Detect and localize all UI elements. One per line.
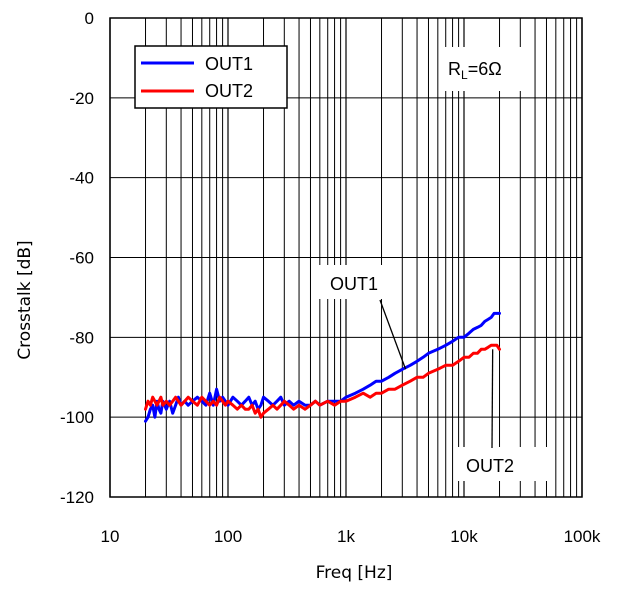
condition-label: RL=6Ω (440, 47, 526, 91)
x-axis-title: Freq [Hz] (316, 563, 393, 583)
legend-label-out2: OUT2 (205, 81, 253, 101)
y-tick-label: -80 (69, 328, 94, 347)
y-tick-label: -40 (69, 169, 94, 188)
condition-sub: L (461, 68, 468, 82)
y-tick-label: -100 (60, 408, 94, 427)
annotation-out2: OUT2 (458, 349, 550, 481)
y-tick-label: -20 (69, 89, 94, 108)
plot-frame (109, 17, 583, 498)
tick-labels: 10 100 1k 10k 100k 0 -20 -40 -60 -80 -100 -120 (60, 9, 601, 546)
y-tick-label: 0 (85, 9, 94, 28)
annotation-out2-leader (491, 349, 494, 449)
y-tick-label: -120 (60, 488, 94, 507)
x-tick-label: 10k (450, 527, 478, 546)
series-layer (144, 311, 501, 423)
y-tick-label: -60 (69, 249, 94, 268)
x-tick-label: 100 (214, 527, 242, 546)
annotation-out1-box (318, 265, 390, 299)
legend: OUT1 OUT2 (134, 45, 288, 109)
legend-label-out1: OUT1 (205, 54, 253, 74)
annotation-out1-label: OUT1 (330, 274, 378, 294)
annotation-out2-label: OUT2 (466, 456, 514, 476)
x-tick-label: 1k (337, 527, 355, 546)
x-tick-label: 100k (564, 527, 601, 546)
legend-box (134, 45, 288, 109)
annotation-out1-leader (379, 299, 407, 370)
condition-rest: =6Ω (468, 59, 502, 79)
condition-box (440, 47, 526, 91)
annotation-out1: OUT1 (318, 265, 407, 370)
annotation-out2-box (458, 447, 550, 481)
series-line-out2 (144, 343, 501, 419)
condition-main: R (448, 59, 461, 79)
y-axis-title: Crosstalk [dB] (15, 240, 35, 359)
x-tick-label: 10 (101, 527, 120, 546)
condition-text: RL=6Ω (448, 59, 502, 82)
